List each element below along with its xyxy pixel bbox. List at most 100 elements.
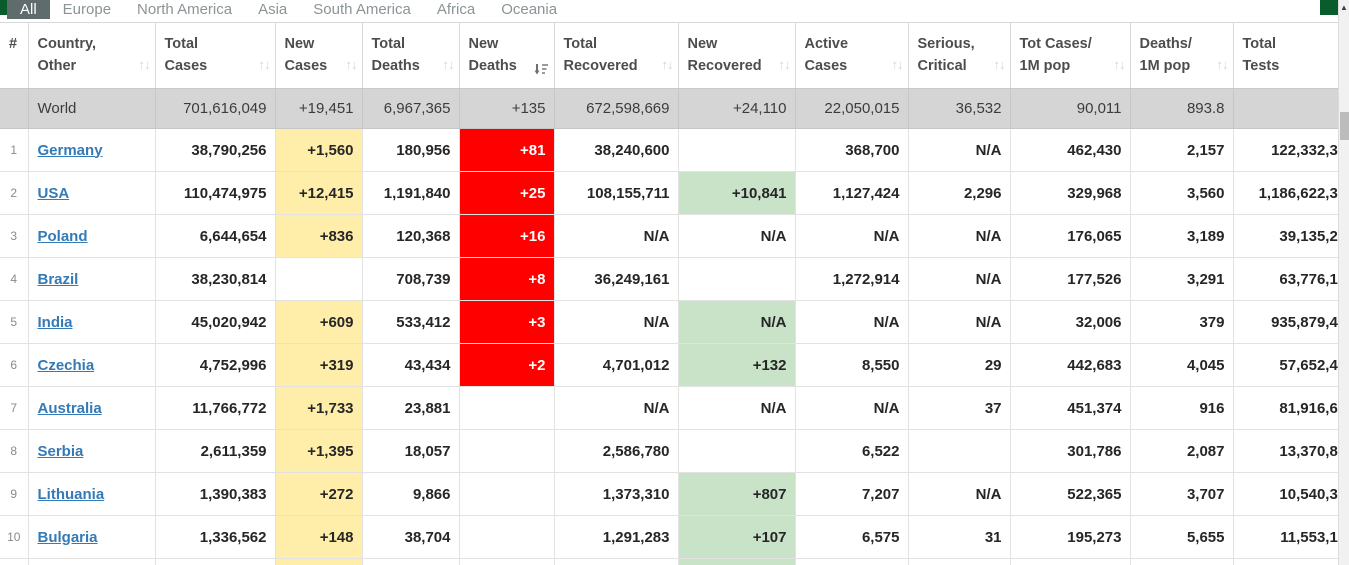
cell-total-deaths: 1,191,840 bbox=[361, 171, 460, 215]
country-link[interactable]: Serbia bbox=[37, 442, 84, 460]
cell-country: World bbox=[27, 88, 156, 129]
sort-desc-active-icon[interactable] bbox=[534, 63, 549, 76]
scrollbar-thumb[interactable] bbox=[1340, 112, 1349, 140]
column-header-cases-per-1m[interactable]: Tot Cases/1M pop ↑↓ bbox=[1009, 22, 1131, 89]
table-row: 10 Bulgaria 1,336,562 +148 38,704 1,291,283 +1… bbox=[0, 515, 1349, 559]
sort-updown-icon[interactable]: ↑↓ bbox=[661, 57, 674, 72]
column-header-deaths-per-1m[interactable]: Deaths/1M pop ↑↓ bbox=[1129, 22, 1234, 89]
country-link[interactable]: India bbox=[37, 313, 73, 331]
cell-serious-critical: N/A bbox=[907, 472, 1011, 516]
cell-total-deaths: 18,057 bbox=[361, 429, 460, 473]
cell-active-cases: 1,127,424 bbox=[794, 171, 909, 215]
cell-deaths-per-1m: 379 bbox=[1129, 300, 1234, 344]
cell-cases-per-1m: 195,273 bbox=[1009, 515, 1131, 559]
cell-serious-critical: N/A bbox=[907, 128, 1011, 172]
cell-serious-critical: 2,296 bbox=[907, 171, 1011, 215]
country-link[interactable]: Brazil bbox=[37, 270, 79, 288]
country-link[interactable]: Czechia bbox=[37, 356, 95, 374]
tab-oceania[interactable]: Oceania bbox=[501, 1, 558, 18]
vertical-scrollbar[interactable]: ▲ bbox=[1338, 0, 1349, 565]
cell-deaths-per-1m: 916 bbox=[1129, 386, 1234, 430]
cell-rank: 6 bbox=[0, 343, 29, 387]
country-link[interactable]: Poland bbox=[37, 227, 88, 245]
tab-all[interactable]: All bbox=[7, 0, 50, 19]
sort-updown-icon[interactable]: ↑↓ bbox=[258, 57, 271, 72]
sort-updown-icon[interactable]: ↑↓ bbox=[778, 57, 791, 72]
scroll-up-arrow-icon[interactable]: ▲ bbox=[1340, 3, 1348, 12]
cell-country: Germany bbox=[27, 128, 156, 172]
column-header-total-tests[interactable]: Total Tests bbox=[1232, 22, 1349, 89]
cell-total-tests: 122,332,384 bbox=[1232, 128, 1349, 172]
column-header-total-cases[interactable]: Total Cases ↑↓ bbox=[154, 22, 276, 89]
cell-new-deaths bbox=[458, 558, 555, 565]
table-wrap: # Country, Other ↑↓ Total Cases ↑↓ New Cases ↑↓ To… bbox=[0, 22, 1349, 565]
cell-country: Brazil bbox=[27, 257, 156, 301]
cell-country: Australia bbox=[27, 386, 156, 430]
cell-total-recovered: 108,155,711 bbox=[553, 171, 679, 215]
tab-africa[interactable]: Africa bbox=[436, 1, 476, 18]
column-header-serious-critical[interactable]: Serious, Critical ↑↓ bbox=[907, 22, 1011, 89]
cell-cases-per-1m: 176,065 bbox=[1009, 214, 1131, 258]
country-link[interactable]: USA bbox=[37, 184, 70, 202]
cell-cases-per-1m: 329,968 bbox=[1009, 171, 1131, 215]
column-header-active-cases[interactable]: Active Cases ↑↓ bbox=[794, 22, 909, 89]
sort-updown-icon[interactable]: ↑↓ bbox=[1113, 57, 1126, 72]
country-link[interactable]: Bulgaria bbox=[37, 528, 98, 546]
cell-active-cases: 7,207 bbox=[794, 472, 909, 516]
cell-rank: 2 bbox=[0, 171, 29, 215]
tab-north-america[interactable]: North America bbox=[137, 1, 233, 18]
cell-new-cases: +12,415 bbox=[274, 171, 363, 215]
sort-updown-icon[interactable]: ↑↓ bbox=[138, 57, 151, 72]
cell-country: India bbox=[27, 300, 156, 344]
table-header: # Country, Other ↑↓ Total Cases ↑↓ New Cases ↑↓ To… bbox=[0, 22, 1349, 89]
cell-new-recovered: +107 bbox=[677, 515, 796, 559]
sort-updown-icon[interactable]: ↑↓ bbox=[891, 57, 904, 72]
country-link[interactable]: Australia bbox=[37, 399, 102, 417]
region-tabs: All Europe North America Asia South America A… bbox=[7, 0, 1320, 19]
cell-new-cases: +19,451 bbox=[274, 88, 363, 129]
table-row: 5 India 45,020,942 +609 533,412 +3 N/A N/A N/A N/… bbox=[0, 300, 1349, 344]
column-header-total-deaths[interactable]: Total Deaths ↑↓ bbox=[361, 22, 460, 89]
cell-deaths-per-1m: 2,087 bbox=[1129, 429, 1234, 473]
column-label: New bbox=[468, 36, 499, 52]
sort-updown-icon[interactable]: ↑↓ bbox=[442, 57, 455, 72]
country-link[interactable]: Germany bbox=[37, 141, 103, 159]
cell-country: Poland bbox=[27, 214, 156, 258]
cell-cases-per-1m: 177,526 bbox=[1009, 257, 1131, 301]
cell-active-cases: 6,522 bbox=[794, 429, 909, 473]
world-summary-row: World 701,616,049 +19,451 6,967,365 +135 672,… bbox=[0, 88, 1349, 129]
cell-deaths-per-1m: 3,560 bbox=[1129, 171, 1234, 215]
column-header-rank[interactable]: # bbox=[0, 22, 29, 89]
cell-new-cases: +272 bbox=[274, 472, 363, 516]
tab-asia[interactable]: Asia bbox=[258, 1, 288, 18]
cell-total-recovered: 672,598,669 bbox=[553, 88, 679, 129]
column-label: # bbox=[9, 36, 18, 52]
cell-cases-per-1m: 462,430 bbox=[1009, 128, 1131, 172]
sort-updown-icon[interactable]: ↑↓ bbox=[1216, 57, 1229, 72]
cell-new-cases: +609 bbox=[274, 300, 363, 344]
column-header-country[interactable]: Country, Other ↑↓ bbox=[27, 22, 156, 89]
column-label: Other bbox=[37, 58, 77, 74]
column-label: Deaths/ bbox=[1139, 36, 1192, 52]
sort-updown-icon[interactable]: ↑↓ bbox=[993, 57, 1006, 72]
column-label: Country, bbox=[37, 36, 97, 52]
cell-rank: 3 bbox=[0, 214, 29, 258]
column-header-total-recovered[interactable]: Total Recovered ↑↓ bbox=[553, 22, 679, 89]
cell-total-deaths: 120,368 bbox=[361, 214, 460, 258]
cell-deaths-per-1m bbox=[1129, 558, 1234, 565]
cell-new-cases bbox=[274, 257, 363, 301]
column-label: Total bbox=[563, 36, 598, 52]
cell-total-cases: 4,752,996 bbox=[154, 343, 276, 387]
tab-europe[interactable]: Europe bbox=[62, 1, 112, 18]
column-header-new-recovered[interactable]: New Recovered ↑↓ bbox=[677, 22, 796, 89]
cell-rank: 9 bbox=[0, 472, 29, 516]
column-header-new-deaths[interactable]: New Deaths bbox=[458, 22, 555, 89]
sort-updown-icon[interactable]: ↑↓ bbox=[345, 57, 358, 72]
cell-total-deaths: 9,866 bbox=[361, 472, 460, 516]
column-header-new-cases[interactable]: New Cases ↑↓ bbox=[274, 22, 363, 89]
tab-south-america[interactable]: South America bbox=[313, 1, 411, 18]
column-label: Critical bbox=[917, 58, 967, 74]
cell-new-deaths: +16 bbox=[458, 214, 555, 258]
cell-serious-critical: N/A bbox=[907, 300, 1011, 344]
country-link[interactable]: Lithuania bbox=[37, 485, 105, 503]
